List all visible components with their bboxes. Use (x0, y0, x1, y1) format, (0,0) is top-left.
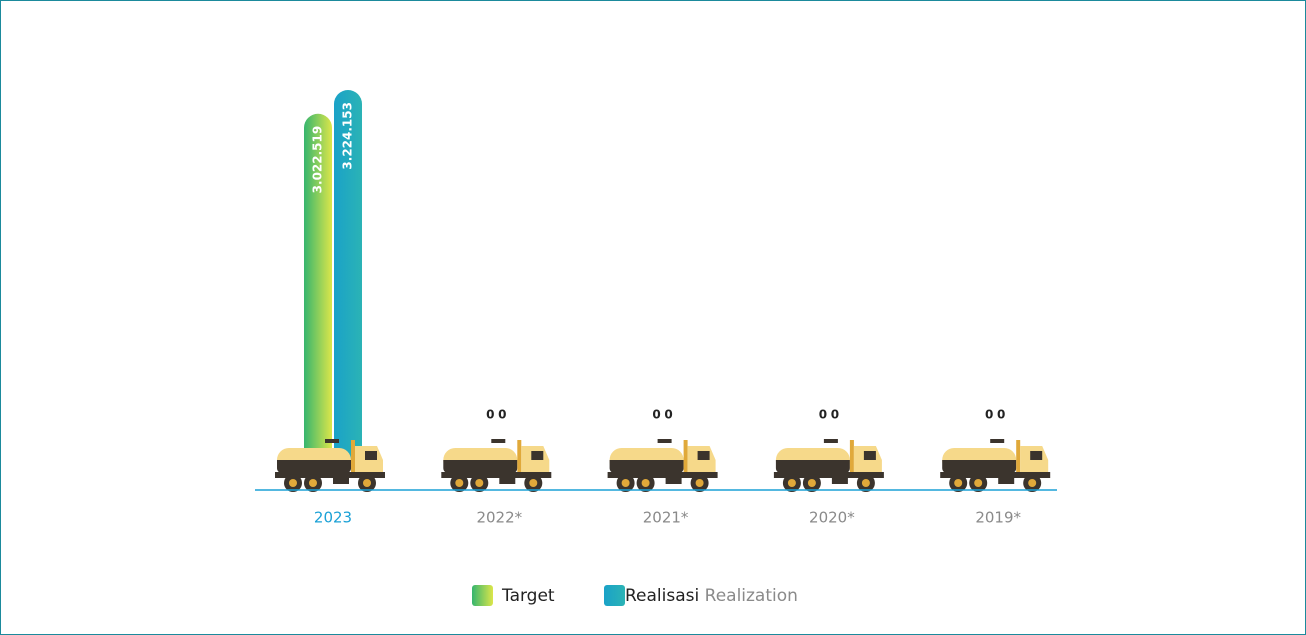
x-tick-label: 2021* (643, 509, 689, 527)
x-tick-label: 2022* (476, 509, 522, 527)
truck-icon (773, 439, 884, 492)
value-label: 0 (831, 408, 839, 422)
legend-name: Realisasi (625, 586, 699, 606)
plot (304, 90, 362, 471)
legend-swatch (472, 585, 493, 606)
value-label: 0 (652, 408, 660, 422)
value-label: 0 (486, 408, 494, 422)
x-tick-label: 2020* (809, 509, 855, 527)
value-label: 0 (819, 408, 827, 422)
truck-icon (940, 439, 1051, 492)
bar (304, 113, 332, 471)
value-label: 0 (664, 408, 672, 422)
x-tick-label: 2023 (314, 509, 352, 527)
legend-translation: Realization (705, 586, 798, 606)
legend-label: Realisasi Realization (625, 586, 798, 606)
bar (334, 90, 362, 470)
value-label: 0 (498, 408, 506, 422)
value-label: 0 (985, 408, 993, 422)
legend-label: Target (501, 586, 555, 606)
truck-icons (275, 439, 1051, 492)
value-label: 3.022.519 (311, 126, 325, 194)
x-tick-label: 2019* (975, 509, 1021, 527)
legend-swatch (604, 585, 625, 606)
value-label: 0 (997, 408, 1005, 422)
truck-icon (607, 439, 718, 492)
value-label: 3.224.153 (341, 102, 355, 170)
truck-icon (441, 439, 552, 492)
